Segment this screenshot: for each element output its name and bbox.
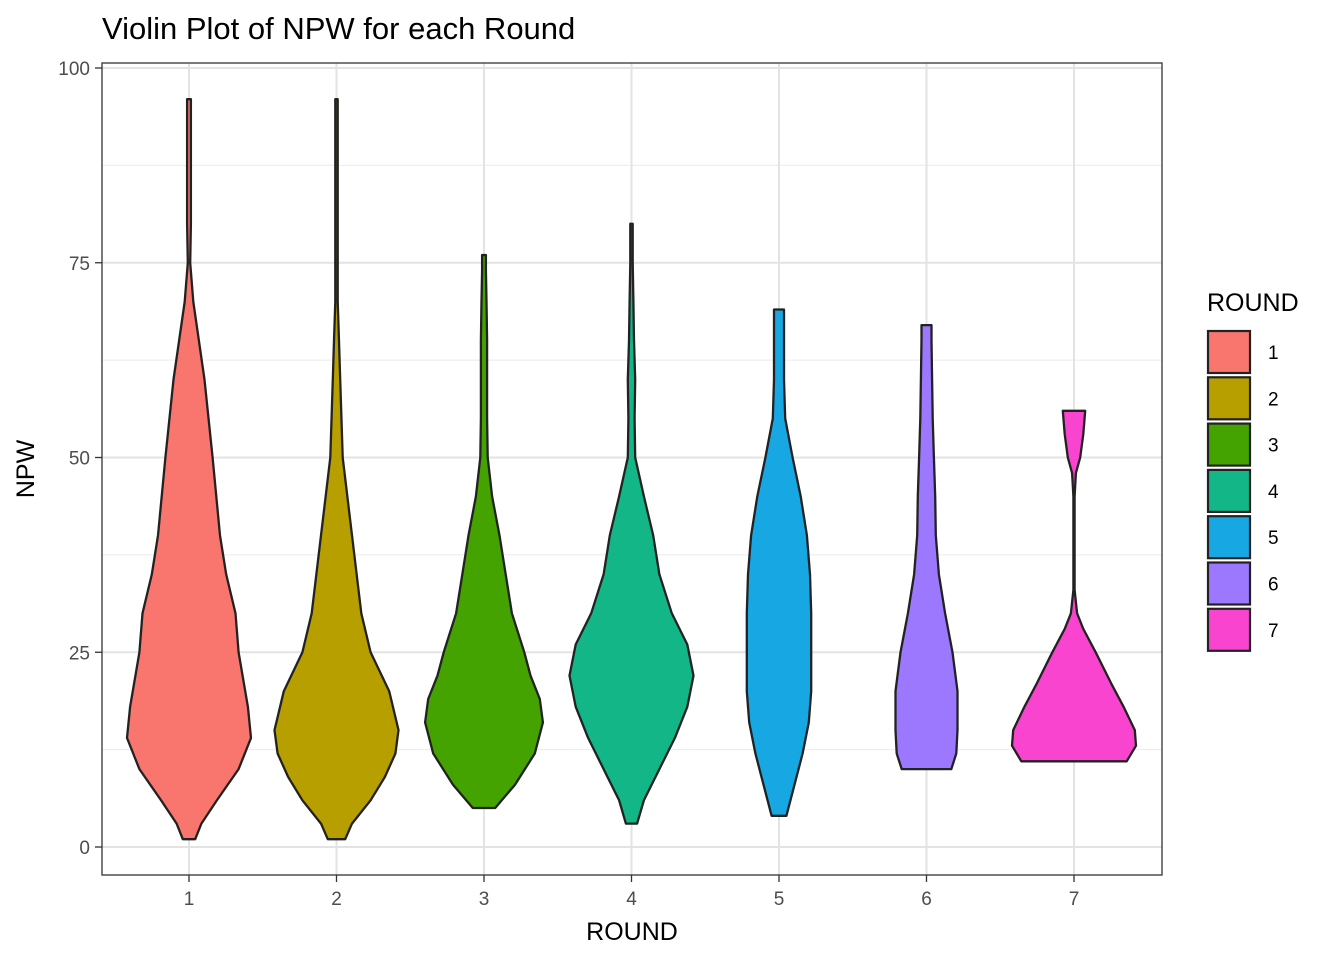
- legend-key-2: [1206, 376, 1252, 421]
- x-tick-label: 6: [921, 889, 932, 910]
- x-tick-label: 4: [626, 889, 637, 910]
- y-axis-title: NPW: [12, 439, 40, 498]
- y-tick-label: 0: [79, 838, 90, 859]
- violin-round-2: [273, 98, 400, 841]
- legend-label: 7: [1268, 621, 1279, 642]
- legend-label: 4: [1268, 482, 1279, 503]
- violin-round-1: [125, 98, 253, 841]
- x-tick-label: 7: [1069, 889, 1080, 910]
- legend-key-7: [1206, 607, 1252, 652]
- x-tick-label: 2: [331, 889, 342, 910]
- violin-round-7: [1010, 409, 1138, 763]
- y-tick-label: 75: [69, 254, 90, 275]
- legend-items: 1 2 3 4 5 6 7: [1206, 329, 1279, 652]
- x-tick-label: 5: [774, 889, 785, 910]
- legend-key-4: [1206, 468, 1252, 513]
- x-tick-label: 3: [479, 889, 490, 910]
- chart-title: Violin Plot of NPW for each Round: [102, 11, 575, 46]
- y-axis: 0 25 50 75 100: [58, 59, 102, 859]
- y-tick-label: 100: [58, 59, 90, 80]
- x-axis-title: ROUND: [586, 918, 678, 946]
- x-axis: 1 2 3 4 5 6 7: [184, 875, 1080, 910]
- legend-key-6: [1206, 561, 1252, 606]
- violin-round-3: [423, 253, 545, 810]
- y-tick-label: 25: [69, 643, 90, 664]
- legend-label: 3: [1268, 436, 1279, 457]
- violin-round-6: [894, 323, 959, 771]
- legend-key-5: [1206, 515, 1252, 560]
- legend-label: 5: [1268, 528, 1279, 549]
- legend-label: 6: [1268, 575, 1279, 596]
- x-tick-label: 1: [184, 889, 195, 910]
- violin-round-5: [745, 308, 813, 817]
- legend-key-1: [1206, 329, 1252, 375]
- violins: [125, 98, 1138, 841]
- legend: ROUND 1 2 3 4 5 6 7: [1206, 289, 1299, 652]
- violin-round-4: [568, 222, 695, 825]
- legend-title: ROUND: [1207, 289, 1299, 317]
- legend-key-3: [1206, 422, 1252, 467]
- y-tick-label: 50: [69, 449, 90, 470]
- legend-label: 1: [1268, 343, 1279, 364]
- legend-label: 2: [1268, 389, 1279, 410]
